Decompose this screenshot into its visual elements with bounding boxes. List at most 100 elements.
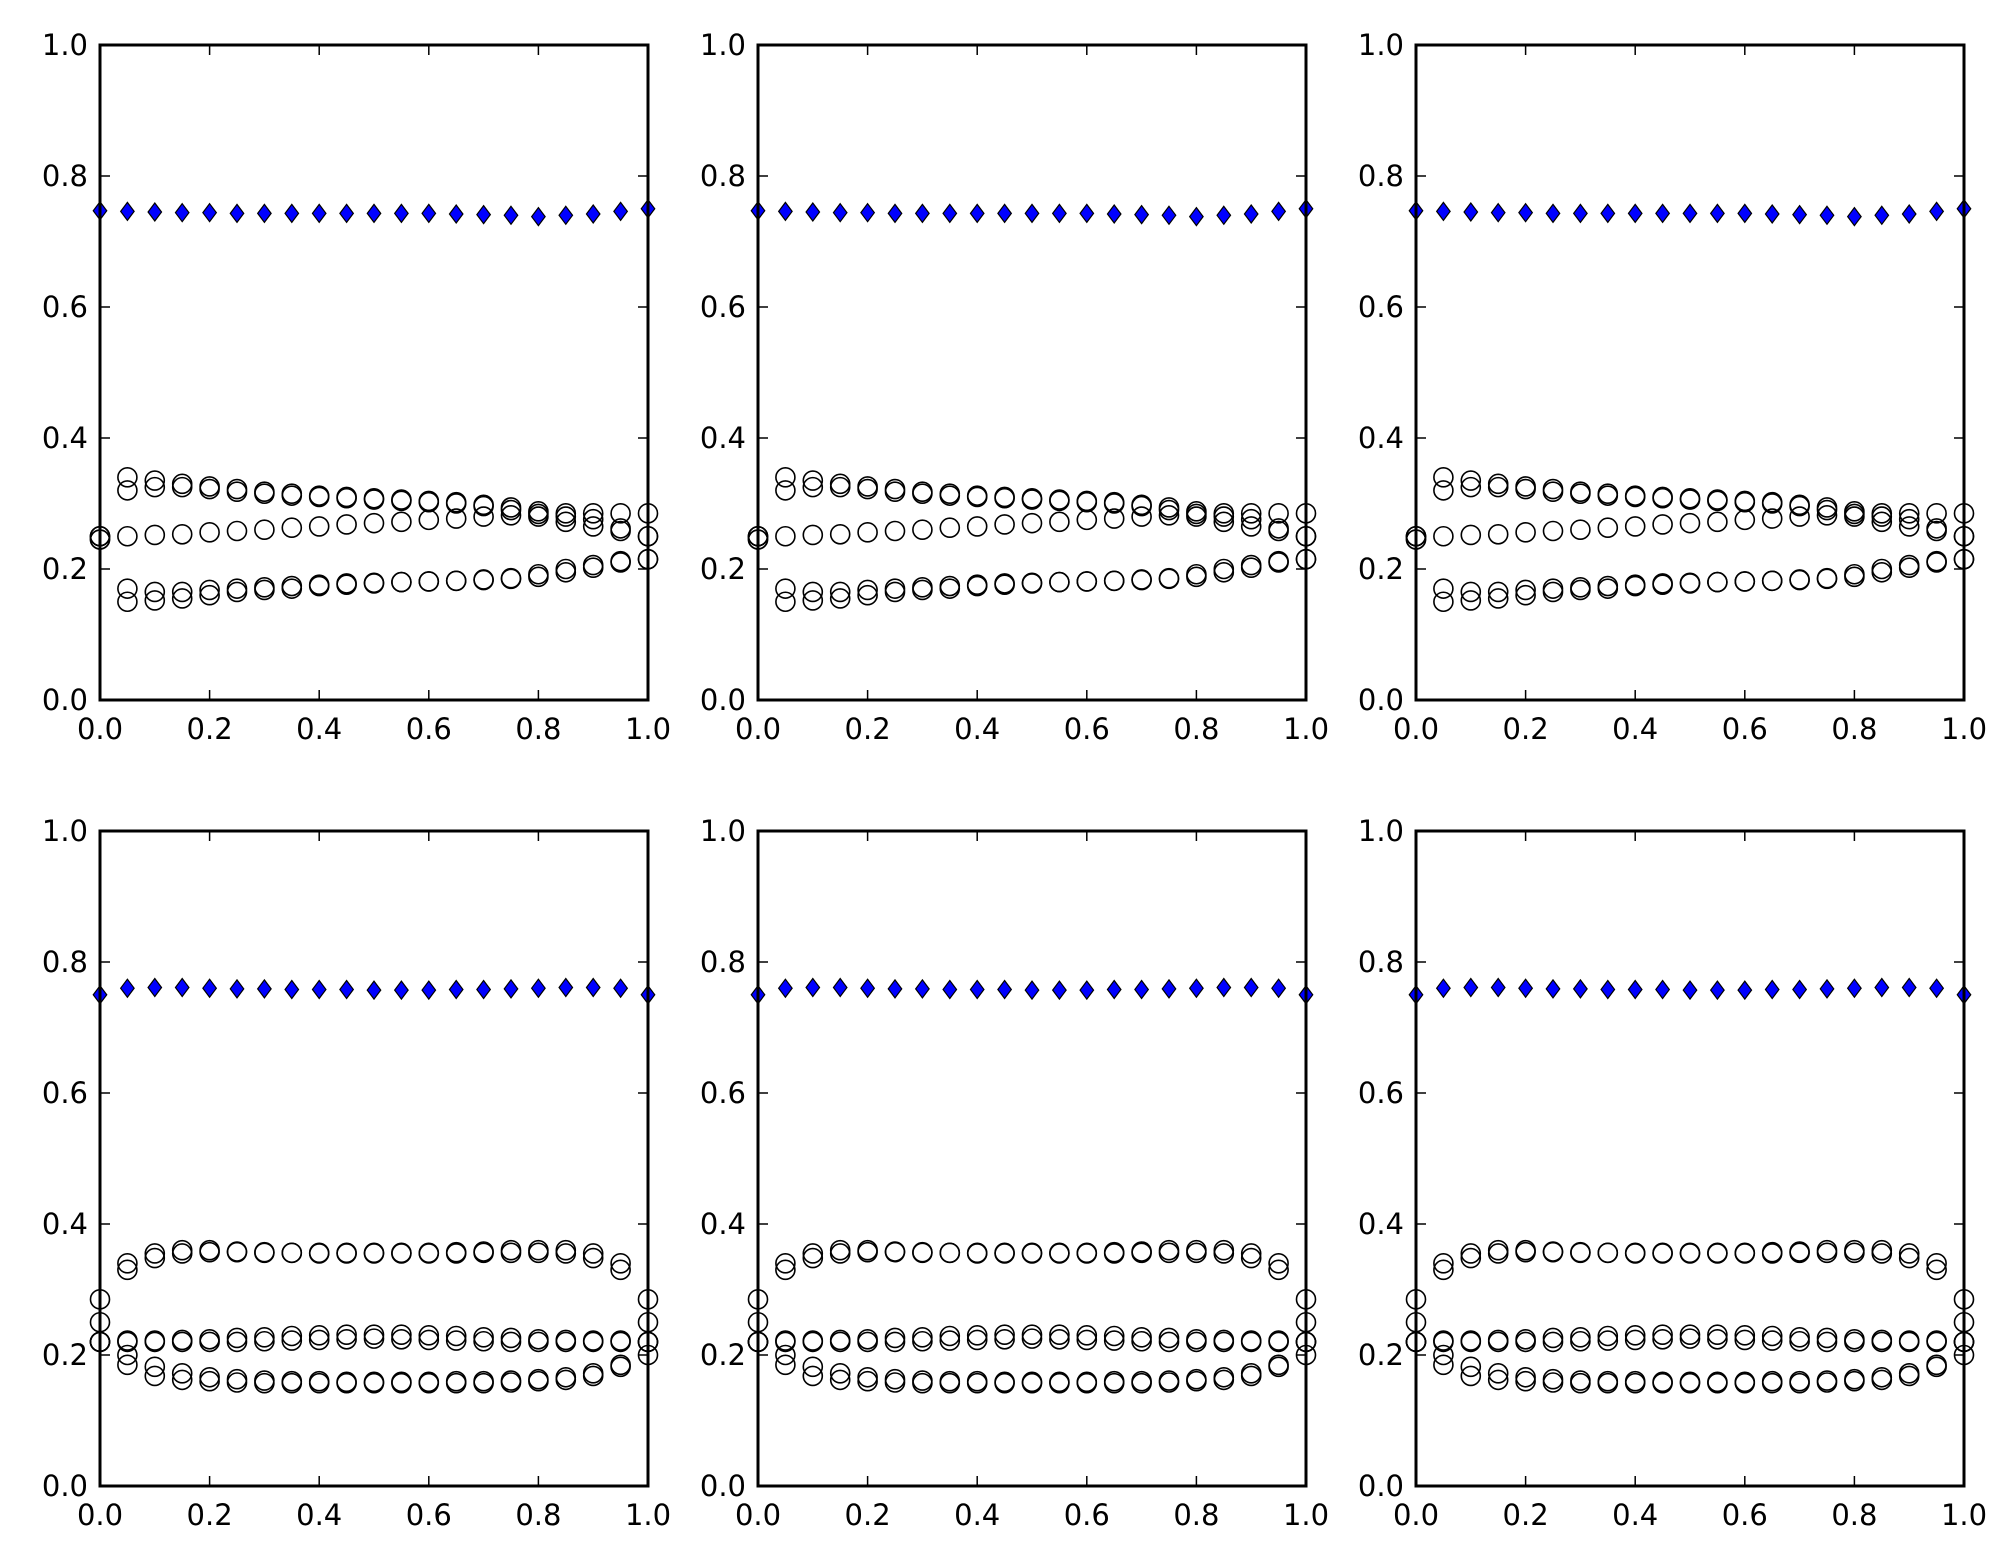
data-point-circle — [1816, 1242, 1838, 1264]
data-point-circle — [857, 1331, 878, 1353]
data-point-diamond — [805, 202, 821, 223]
data-point-circle — [555, 511, 577, 533]
data-point-circle — [1186, 563, 1207, 585]
data-point-diamond — [969, 203, 985, 224]
data-point-circle — [391, 511, 412, 533]
data-point-diamond — [1874, 205, 1890, 226]
data-point-circle — [939, 485, 961, 506]
y-tick-label: 0.8 — [1358, 159, 1404, 193]
data-point-circle — [1898, 554, 1920, 576]
x-tick-label: 0.2 — [845, 712, 891, 746]
data-point-diamond — [887, 978, 903, 999]
data-point-circle — [1131, 1372, 1152, 1394]
data-point-circle — [1103, 1325, 1125, 1347]
data-point-circle — [144, 524, 166, 546]
data-point-circle — [528, 563, 549, 585]
data-point-circle — [775, 1331, 796, 1353]
data-point-diamond — [1490, 202, 1506, 223]
y-tick-label: 0.8 — [42, 159, 88, 193]
data-point-circle — [1021, 1372, 1043, 1394]
subplot-6: 0.0 0.2 0.4 0.6 0.8 1.0 0.0 0.2 0.4 0.6 0.8 1.0 — [1358, 814, 1987, 1532]
data-point-circle — [610, 550, 631, 572]
data-point-circle — [117, 1344, 138, 1366]
y-tick-label: 0.0 — [1358, 683, 1404, 717]
x-tick-label: 0.8 — [1831, 1498, 1877, 1532]
data-point-diamond — [1874, 977, 1890, 998]
data-point-diamond — [256, 203, 272, 224]
data-point-circle — [1076, 1243, 1098, 1264]
data-point-circle — [500, 499, 522, 521]
data-point-diamond — [860, 202, 876, 223]
data-point-circle — [1597, 517, 1619, 539]
data-point-circle — [171, 581, 193, 603]
data-point-circle — [199, 1241, 220, 1263]
data-point-diamond — [339, 979, 355, 1000]
data-point-circle — [336, 1328, 357, 1350]
data-point-circle — [1570, 1372, 1591, 1394]
data-point-circle — [199, 1370, 220, 1392]
data-point-diamond — [585, 977, 601, 998]
data-point-circle — [1624, 516, 1646, 537]
data-point-circle — [1871, 506, 1893, 527]
data-point-circle — [445, 1325, 467, 1347]
data-point-circle — [1460, 1365, 1482, 1387]
data-point-circle — [1487, 588, 1509, 609]
data-point-circle — [912, 1330, 933, 1352]
data-point-diamond — [777, 978, 793, 999]
data-point-circle — [418, 1329, 440, 1351]
data-point-circle — [336, 574, 357, 596]
data-point-circle — [171, 523, 193, 545]
data-point-circle — [802, 590, 824, 611]
data-point-circle — [1926, 1253, 1947, 1274]
data-point-diamond — [421, 980, 437, 1001]
y-tick-label: 0.6 — [700, 290, 746, 324]
axes-frame — [98, 43, 650, 702]
data-point-circle — [1926, 503, 1947, 524]
data-point-diamond — [503, 978, 519, 999]
data-point-circle — [1789, 1330, 1810, 1352]
data-point-circle — [1186, 1331, 1207, 1353]
series-1 — [92, 977, 656, 1005]
data-point-diamond — [1901, 203, 1917, 224]
data-point-diamond — [1682, 203, 1698, 224]
data-point-diamond — [832, 202, 848, 223]
data-point-circle — [1076, 1325, 1098, 1346]
x-tick-label: 0.8 — [515, 712, 561, 746]
data-point-circle — [1734, 1243, 1756, 1264]
data-point-circle — [1103, 1372, 1125, 1394]
data-point-diamond — [1819, 978, 1835, 999]
data-point-circle — [473, 506, 494, 527]
data-point-diamond — [914, 978, 930, 999]
data-point-circle — [857, 1370, 878, 1392]
data-point-circle — [418, 491, 440, 513]
data-point-circle — [418, 1243, 440, 1264]
data-point-circle — [582, 554, 604, 576]
data-point-circle — [1076, 1372, 1098, 1394]
data-point-circle — [226, 581, 248, 603]
data-point-circle — [1021, 512, 1043, 534]
data-point-diamond — [1846, 206, 1862, 227]
data-point-diamond — [942, 203, 958, 224]
data-point-circle — [199, 478, 220, 500]
data-point-diamond — [1106, 979, 1122, 1000]
data-point-diamond — [1024, 203, 1040, 224]
data-point-circle — [171, 1243, 193, 1264]
data-point-circle — [1021, 489, 1043, 510]
data-point-circle — [555, 1331, 577, 1353]
y-tick-label: 0.4 — [1358, 421, 1404, 455]
data-point-diamond — [1709, 980, 1725, 1001]
y-tick-label: 0.0 — [42, 683, 88, 717]
data-point-circle — [336, 487, 357, 509]
x-tick-label: 0.6 — [406, 712, 452, 746]
data-point-circle — [528, 1331, 549, 1353]
data-point-diamond — [1709, 203, 1725, 224]
data-point-circle — [445, 1243, 467, 1264]
data-point-circle — [1570, 1242, 1591, 1264]
data-point-diamond — [558, 977, 574, 998]
data-point-circle — [1433, 480, 1454, 501]
data-point-circle — [1131, 495, 1152, 517]
data-point-circle — [1487, 1369, 1509, 1391]
data-point-circle — [1926, 1259, 1947, 1281]
data-point-circle — [473, 1330, 494, 1352]
